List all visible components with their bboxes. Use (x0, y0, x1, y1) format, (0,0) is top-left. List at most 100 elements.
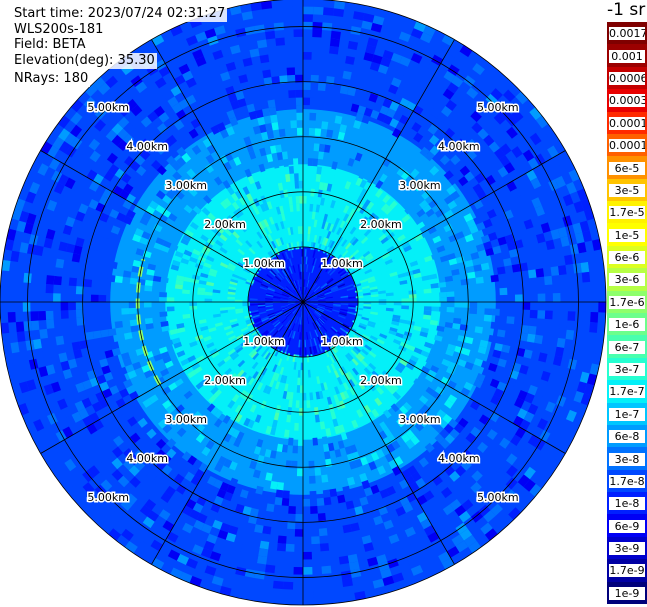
speckle-cell (291, 249, 296, 258)
speckle-cell (132, 233, 142, 243)
speckle-cell (246, 321, 255, 327)
speckle-cell (310, 296, 318, 300)
speckle-cell (380, 236, 389, 245)
speckle-cell (237, 236, 246, 245)
speckle-cell (324, 332, 330, 340)
speckle-cell (450, 154, 461, 166)
speckle-cell (310, 299, 319, 302)
speckle-cell (156, 122, 168, 134)
speckle-cell (303, 400, 307, 409)
speckle-cell (303, 97, 311, 106)
speckle-cell (323, 333, 329, 341)
speckle-cell (359, 496, 369, 506)
speckle-cell (350, 103, 360, 113)
speckle-cell (344, 354, 352, 362)
speckle-cell (286, 286, 293, 292)
speckle-cell (244, 568, 256, 579)
speckle-cell (297, 377, 301, 386)
speckle-cell (166, 297, 175, 302)
speckle-cell (340, 431, 348, 441)
speckle-cell (142, 516, 155, 529)
speckle-cell (303, 286, 305, 295)
speckle-cell (220, 309, 228, 314)
speckle-cell (294, 289, 299, 296)
speckle-cell (294, 308, 299, 315)
speckle-cell (328, 223, 335, 232)
speckle-cell (358, 214, 366, 223)
speckle-cell (446, 46, 460, 58)
speckle-cell (336, 331, 344, 338)
speckle-cell (345, 215, 353, 224)
speckle-cell (473, 379, 483, 389)
speckle-cell (528, 269, 537, 279)
speckle-cell (381, 270, 390, 277)
speckle-cell (312, 242, 316, 251)
speckle-cell (36, 386, 47, 398)
speckle-cell (23, 222, 34, 235)
speckle-cell (98, 294, 107, 302)
speckle-cell (229, 116, 239, 127)
speckle-cell (299, 332, 301, 340)
speckle-cell (443, 170, 454, 181)
speckle-cell (249, 507, 259, 517)
field-text: Field: BETA (12, 37, 88, 53)
speckle-cell (111, 347, 121, 357)
speckle-cell (232, 231, 240, 239)
speckle-cell (303, 498, 311, 507)
speckle-cell (192, 24, 205, 36)
speckle-cell (407, 358, 417, 367)
speckle-cell (348, 256, 356, 264)
speckle-cell (342, 524, 352, 534)
speckle-cell (337, 131, 346, 141)
speckle-cell (310, 219, 315, 227)
speckle-cell (367, 276, 376, 281)
speckle-cell (341, 273, 349, 280)
speckle-cell (273, 293, 282, 297)
speckle-cell (281, 236, 287, 245)
speckle-cell (319, 535, 329, 544)
speckle-cell (405, 439, 415, 450)
speckle-cell (166, 155, 177, 166)
speckle-cell (271, 473, 279, 483)
speckle-cell (64, 177, 76, 190)
speckle-cell (316, 308, 324, 313)
speckle-cell (359, 188, 368, 198)
speckle-cell (356, 409, 364, 418)
speckle-cell (249, 302, 258, 304)
speckle-cell (334, 115, 343, 125)
speckle-cell (263, 518, 273, 528)
speckle-cell (413, 412, 423, 422)
speckle-cell (295, 400, 300, 408)
speckle-cell (309, 293, 316, 298)
speckle-cell (288, 234, 293, 243)
speckle-cell (536, 233, 546, 244)
speckle-cell (46, 275, 55, 285)
speckle-cell (111, 457, 123, 470)
speckle-cell (357, 520, 368, 530)
speckle-cell (317, 297, 326, 300)
speckle-cell (381, 148, 391, 158)
speckle-cell (228, 335, 237, 342)
speckle-cell (277, 182, 284, 191)
speckle-cell (312, 257, 316, 266)
speckle-cell (414, 421, 425, 432)
speckle-cell (423, 306, 432, 311)
speckle-cell (213, 479, 223, 489)
speckle-cell (92, 330, 102, 339)
speckle-cell (232, 327, 241, 333)
speckle-cell (73, 245, 83, 255)
speckle-cell (292, 150, 298, 159)
speckle-cell (229, 5, 242, 16)
speckle-cell (318, 151, 325, 160)
speckle-cell (294, 536, 303, 545)
speckle-cell (334, 217, 340, 226)
speckle-cell (235, 503, 245, 514)
speckle-cell (370, 22, 383, 33)
speckle-cell (235, 308, 243, 312)
speckle-cell (404, 526, 416, 538)
speckle-cell (401, 73, 413, 85)
speckle-cell (360, 336, 369, 343)
speckle-cell (295, 97, 303, 106)
ring-label: 4.00km (126, 140, 168, 153)
speckle-cell (303, 21, 313, 30)
